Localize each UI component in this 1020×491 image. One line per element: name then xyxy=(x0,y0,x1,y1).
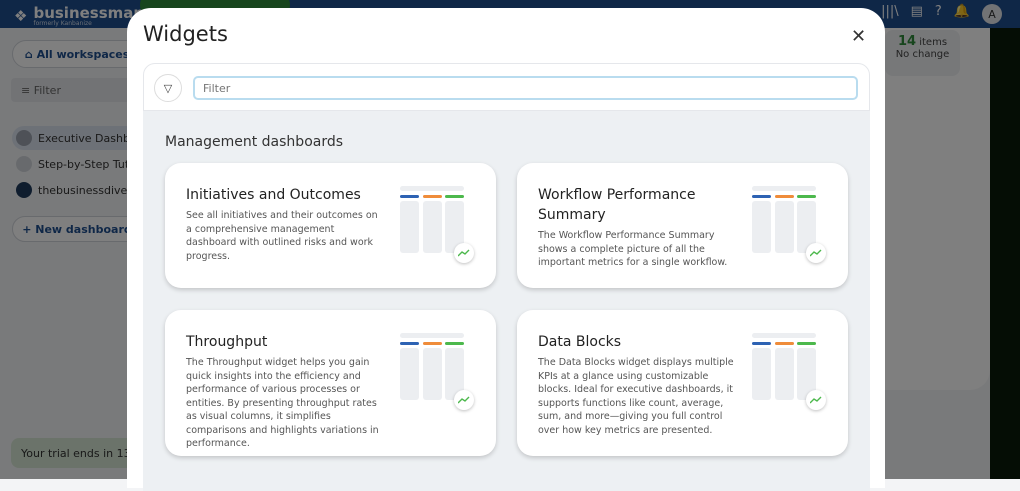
filter-input[interactable] xyxy=(193,76,858,100)
preview-header xyxy=(400,333,464,338)
widget-list: Management dashboards Initiatives and Ou… xyxy=(143,111,870,491)
section-heading: Management dashboards xyxy=(165,134,344,150)
filter-bar: ▽ xyxy=(143,63,870,111)
widget-preview xyxy=(400,333,464,403)
preview-bar xyxy=(445,342,464,345)
preview-header xyxy=(752,333,816,338)
preview-bar xyxy=(752,342,771,345)
preview-column xyxy=(774,201,794,253)
preview-bar xyxy=(400,342,419,345)
preview-column xyxy=(797,348,816,400)
widget-card-throughput[interactable]: Throughput The Throughput widget helps y… xyxy=(165,310,496,456)
preview-column xyxy=(422,201,442,253)
preview-bar xyxy=(422,195,442,198)
modal-title: Widgets xyxy=(143,22,228,46)
widget-card-initiatives[interactable]: Initiatives and Outcomes See all initiat… xyxy=(165,163,496,288)
widget-preview xyxy=(752,186,816,256)
preview-bar xyxy=(797,195,816,198)
preview-bar xyxy=(752,195,771,198)
widget-card-data-blocks[interactable]: Data Blocks The Data Blocks widget displ… xyxy=(517,310,848,456)
widget-card-workflow-performance[interactable]: Workflow Performance Summary The Workflo… xyxy=(517,163,848,288)
preview-column xyxy=(400,348,419,400)
close-icon[interactable]: ✕ xyxy=(851,26,867,47)
widget-preview xyxy=(400,186,464,256)
preview-bar xyxy=(400,195,419,198)
widget-preview xyxy=(752,333,816,403)
preview-bar xyxy=(774,342,794,345)
preview-column xyxy=(774,348,794,400)
preview-column xyxy=(445,201,464,253)
widgets-modal: Widgets ✕ ▽ Management dashboards Initia… xyxy=(127,8,885,491)
filter-icon[interactable]: ▽ xyxy=(154,74,182,102)
preview-column xyxy=(752,201,771,253)
preview-bar xyxy=(774,195,794,198)
preview-column xyxy=(422,348,442,400)
preview-bar xyxy=(797,342,816,345)
trend-icon xyxy=(454,390,474,410)
trend-icon xyxy=(806,390,826,410)
trend-icon xyxy=(454,243,474,263)
trend-icon xyxy=(806,243,826,263)
preview-bar xyxy=(445,195,464,198)
preview-header xyxy=(400,186,464,191)
preview-bar xyxy=(422,342,442,345)
preview-header xyxy=(752,186,816,191)
preview-column xyxy=(400,201,419,253)
preview-column xyxy=(752,348,771,400)
preview-column xyxy=(797,201,816,253)
preview-column xyxy=(445,348,464,400)
